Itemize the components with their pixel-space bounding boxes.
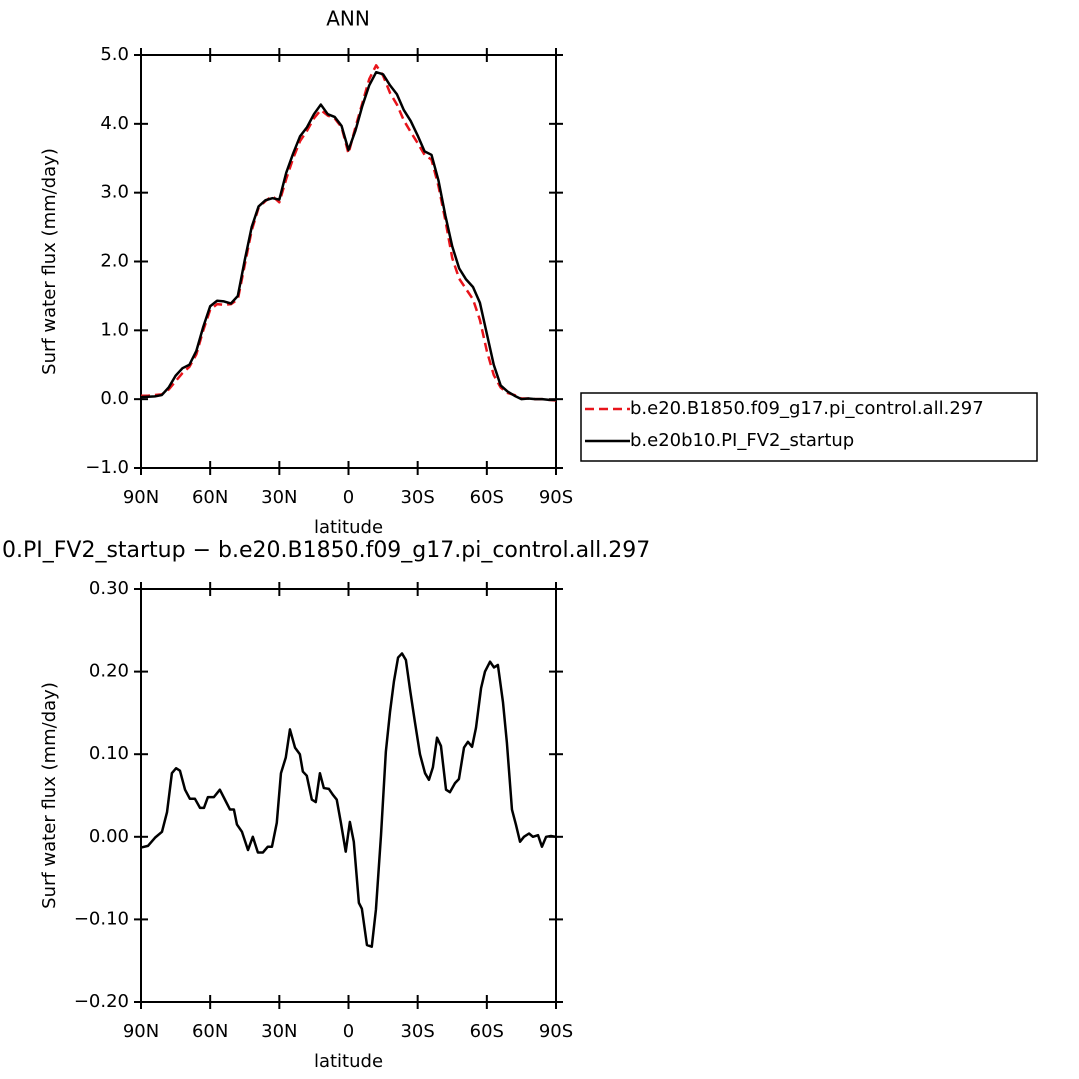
x-tick-label: 60N	[192, 1021, 228, 1042]
x-axis-label: latitude	[314, 1051, 383, 1072]
y-tick-label: −0.10	[74, 908, 129, 929]
x-tick-label: 30S	[400, 1021, 434, 1042]
y-tick-label: −1.0	[85, 457, 129, 478]
y-tick-label: 0.10	[89, 743, 129, 764]
y-tick-label: 2.0	[100, 251, 129, 272]
y-axis-label: Surf water flux (mm/day)	[39, 682, 60, 909]
x-axis-label: latitude	[314, 517, 383, 538]
legend-box	[580, 392, 1038, 462]
x-tick-label: 90S	[539, 487, 573, 508]
y-axis-label: Surf water flux (mm/day)	[39, 148, 60, 375]
x-tick-label: 60N	[192, 487, 228, 508]
y-tick-label: 5.0	[100, 44, 129, 65]
y-tick-label: 0.20	[89, 661, 129, 682]
plot-frame	[140, 54, 557, 469]
legend: b.e20.B1850.f09_g17.pi_control.all.297 b.…	[580, 392, 1038, 462]
chart-title: 0.PI_FV2_startup − b.e20.B1850.f09_g17.p…	[2, 538, 650, 563]
x-tick-label: 0	[343, 1021, 354, 1042]
x-tick-label: 90N	[123, 487, 159, 508]
y-tick-label: 0.0	[100, 388, 129, 409]
x-tick-label: 30N	[261, 1021, 297, 1042]
data-line	[140, 70, 556, 402]
y-tick-label: 4.0	[100, 113, 129, 134]
y-tick-label: 0.30	[89, 578, 129, 599]
x-tick-label: 60S	[470, 1021, 504, 1042]
y-tick-label: 0.00	[89, 826, 129, 847]
x-tick-label: 0	[343, 487, 354, 508]
data-line	[141, 64, 557, 402]
plot-frame	[140, 588, 557, 1003]
chart-title: ANN	[326, 7, 370, 31]
data-line	[140, 652, 557, 948]
legend-label: b.e20.B1850.f09_g17.pi_control.all.297	[630, 398, 984, 419]
x-tick-label: 30N	[261, 487, 297, 508]
y-tick-label: −0.20	[74, 991, 129, 1012]
x-tick-label: 90S	[539, 1021, 573, 1042]
y-tick-label: 1.0	[100, 319, 129, 340]
x-tick-label: 90N	[123, 1021, 159, 1042]
legend-label: b.e20b10.PI_FV2_startup	[630, 430, 854, 451]
y-tick-label: 3.0	[100, 182, 129, 203]
x-tick-label: 30S	[400, 487, 434, 508]
x-tick-label: 60S	[470, 487, 504, 508]
